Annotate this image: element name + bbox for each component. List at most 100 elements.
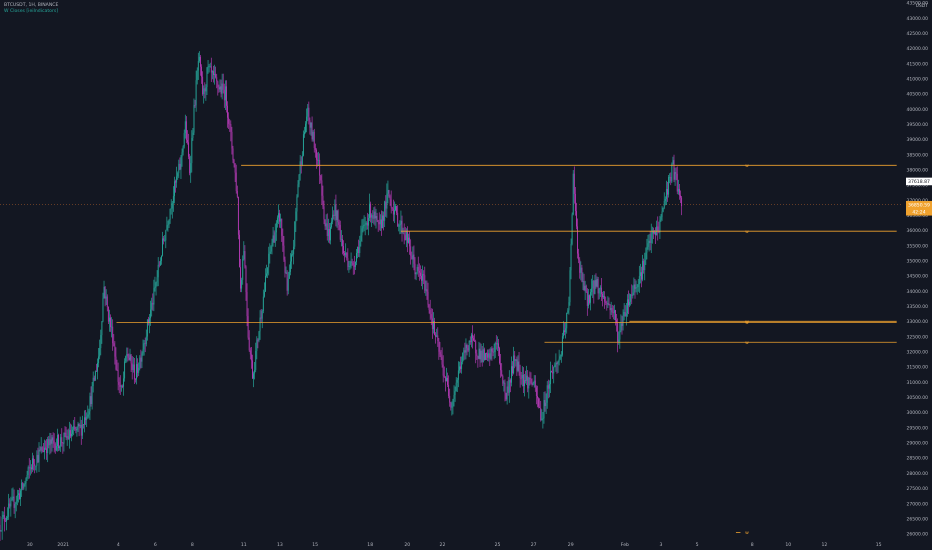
candle-body	[526, 375, 528, 381]
candle-body	[494, 342, 496, 352]
candle-body	[569, 270, 571, 303]
candle-body	[622, 316, 624, 326]
candle-body	[584, 285, 586, 291]
candle-body	[289, 261, 291, 272]
candle-body	[598, 288, 600, 294]
candle-body	[95, 371, 97, 372]
candle-body	[441, 357, 443, 365]
candle-body	[50, 439, 52, 444]
candle-body	[340, 238, 342, 240]
x-tick-label: 10	[785, 542, 791, 548]
candle-body	[490, 348, 492, 359]
candle-body	[674, 172, 676, 180]
candle-body	[192, 132, 194, 138]
candle-body	[161, 255, 162, 261]
candle-body	[291, 254, 292, 262]
y-tick-label: 33000.00	[907, 319, 929, 325]
candle-body	[164, 240, 166, 242]
y-tick-label: 26000.00	[907, 532, 929, 538]
candle-body	[169, 209, 171, 220]
candle-body	[473, 338, 474, 341]
candle-body	[677, 188, 679, 192]
candle-body	[40, 447, 42, 451]
candle-body	[175, 181, 176, 183]
candle-body	[430, 314, 432, 319]
candle-body	[85, 417, 87, 421]
x-tick-label: 6	[154, 542, 157, 548]
candle-body	[564, 330, 566, 333]
candle-body	[98, 356, 100, 364]
candle-body	[154, 286, 156, 289]
candle-body	[619, 330, 621, 340]
candle-body	[196, 70, 198, 81]
candle-body	[148, 319, 149, 324]
candle-body	[232, 148, 234, 161]
candle-body	[99, 348, 101, 357]
candle-body	[457, 370, 459, 380]
candle-body	[631, 294, 633, 296]
y-tick-label: 40500.00	[907, 92, 929, 98]
candle-body	[43, 447, 45, 452]
candle-body	[94, 371, 96, 381]
candle-body	[297, 184, 299, 197]
candle-body	[651, 231, 653, 234]
candle-body	[548, 384, 550, 389]
candle-body	[669, 176, 671, 178]
candle-body	[556, 362, 558, 364]
candle-body	[371, 215, 373, 218]
candle-body	[434, 321, 435, 335]
candle-body	[405, 231, 407, 241]
candle-body	[121, 386, 123, 387]
candle-body	[155, 282, 157, 287]
candle-body	[455, 382, 457, 392]
candle-body	[80, 425, 82, 436]
candle-body	[139, 357, 141, 368]
candle-body	[412, 254, 414, 260]
candle-body	[53, 440, 55, 444]
candle-body	[604, 296, 606, 302]
candle-body	[104, 286, 106, 299]
candle-body	[628, 299, 629, 306]
y-tick-label: 39000.00	[907, 137, 929, 143]
candle-body	[587, 295, 589, 306]
candle-body	[421, 275, 422, 281]
candle-body	[287, 278, 289, 291]
candle-body	[276, 217, 278, 223]
candle-body	[207, 66, 209, 68]
candle-body	[555, 362, 557, 365]
currency-label: USDT	[916, 3, 929, 9]
candle-body	[259, 317, 261, 332]
candle-body	[573, 173, 575, 194]
x-tick-label: 5	[696, 542, 699, 548]
candle-body	[364, 224, 366, 226]
candle-body	[413, 254, 415, 264]
candle-body	[480, 350, 482, 360]
price-label: 42:24	[912, 209, 925, 215]
x-tick-label: 22	[440, 542, 446, 548]
candle-body	[132, 364, 134, 370]
candle-body	[678, 188, 680, 196]
candle-body	[242, 259, 244, 280]
candle-body	[33, 458, 35, 464]
candle-body	[48, 439, 50, 446]
candle-body	[470, 334, 472, 343]
candle-body	[617, 323, 619, 343]
candle-body	[463, 350, 465, 353]
candle-body	[91, 386, 93, 405]
candle-body	[200, 56, 201, 67]
price-label-box	[906, 200, 932, 209]
candle-body	[377, 220, 379, 222]
candle-body	[268, 253, 270, 268]
candle-body	[535, 387, 537, 397]
candle-body	[436, 335, 438, 337]
candle-body	[632, 292, 634, 296]
candle-body	[557, 361, 559, 364]
candle-body	[621, 323, 623, 326]
candle-body	[228, 117, 230, 124]
candle-body	[636, 287, 638, 288]
x-tick-label: 13	[277, 542, 283, 548]
candle-body	[481, 350, 483, 363]
candle-body	[518, 361, 520, 372]
candle-body	[176, 176, 178, 183]
